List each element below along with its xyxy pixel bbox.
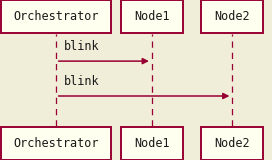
FancyBboxPatch shape — [1, 127, 111, 160]
Text: Node1: Node1 — [134, 10, 169, 23]
Text: Node2: Node2 — [215, 10, 250, 23]
FancyBboxPatch shape — [201, 127, 263, 160]
Text: blink: blink — [64, 40, 100, 53]
FancyBboxPatch shape — [121, 127, 183, 160]
FancyBboxPatch shape — [201, 0, 263, 33]
Text: Orchestrator: Orchestrator — [13, 10, 98, 23]
Text: Node1: Node1 — [134, 137, 169, 150]
FancyBboxPatch shape — [121, 0, 183, 33]
FancyBboxPatch shape — [1, 0, 111, 33]
Text: blink: blink — [64, 75, 100, 88]
Text: Orchestrator: Orchestrator — [13, 137, 98, 150]
Text: Node2: Node2 — [215, 137, 250, 150]
